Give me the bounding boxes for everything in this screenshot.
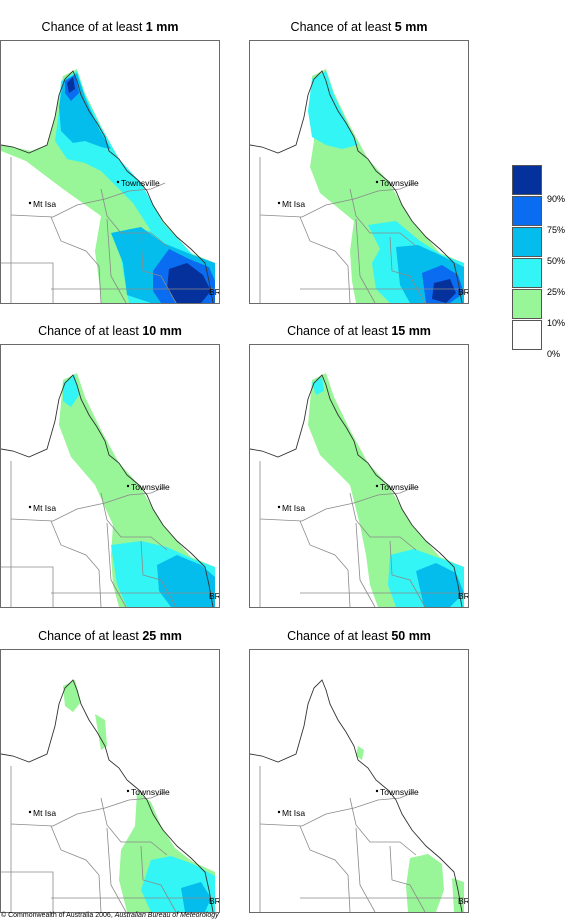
coastline — [1, 679, 214, 912]
coastline — [1, 70, 214, 303]
rain-shading — [59, 373, 215, 607]
rainfall-probability-map: Townsville Mt Isa BRIS — [0, 649, 220, 913]
legend-label-90: 90% — [547, 194, 566, 204]
mt-isa-label: Mt Isa — [33, 808, 56, 818]
rain-shading — [1, 69, 215, 303]
probability-legend: 90% 75% 50% 25% 10% 0% — [512, 165, 570, 359]
rainfall-probability-map: Townsville Mt Isa BRIS — [0, 40, 220, 304]
rainfall-probability-map: Townsville Mt Isa BRIS — [0, 344, 220, 608]
townsville-label: Townsville — [380, 787, 419, 797]
panel-title: Chance of at least 1 mm — [41, 20, 179, 34]
brisbane-label: BRIS — [458, 287, 468, 297]
legend-swatch-25 — [512, 258, 542, 288]
region-boundaries — [259, 157, 464, 303]
rainfall-probability-map: Townsville Mt Isa BRIS — [249, 649, 469, 913]
legend-swatch-90 — [512, 165, 542, 195]
legend-label-10: 10% — [547, 318, 566, 328]
mt-isa-label: Mt Isa — [33, 503, 56, 513]
panel-title: Chance of at least 5 mm — [290, 20, 428, 34]
legend-label-0: 0% — [547, 349, 561, 359]
townsville-label: Townsville — [121, 178, 160, 188]
brisbane-label: BRIS — [209, 591, 219, 601]
rainfall-probability-map: Townsville Mt Isa BRIS — [249, 344, 469, 608]
copyright-notice: © Commonwealth of Australia 2006, Austra… — [1, 912, 219, 919]
townsville-label: Townsville — [380, 178, 419, 188]
legend-label-50: 50% — [547, 256, 566, 266]
brisbane-label: BRIS — [458, 896, 468, 906]
region-boundaries — [1, 461, 215, 607]
coastline — [250, 679, 463, 912]
region-boundaries — [259, 766, 464, 912]
legend-swatch-0 — [512, 320, 542, 350]
brisbane-label: BRIS — [209, 287, 219, 297]
rain-shading — [308, 373, 464, 607]
coastline — [1, 374, 214, 607]
rain-shading — [356, 746, 464, 912]
townsville-label: Townsville — [380, 482, 419, 492]
legend-label-75: 75% — [547, 225, 566, 235]
mt-isa-label: Mt Isa — [282, 808, 305, 818]
brisbane-label: BRIS — [458, 591, 468, 601]
coastline — [250, 374, 463, 607]
panel-title: Chance of at least 25 mm — [38, 629, 182, 643]
townsville-label: Townsville — [131, 787, 170, 797]
legend-label-25: 25% — [547, 287, 566, 297]
legend-swatch-75 — [512, 196, 542, 226]
mt-isa-label: Mt Isa — [282, 199, 305, 209]
region-boundaries — [1, 157, 215, 303]
mt-isa-label: Mt Isa — [282, 503, 305, 513]
mt-isa-label: Mt Isa — [33, 199, 56, 209]
townsville-label: Townsville — [131, 482, 170, 492]
region-boundaries — [259, 461, 464, 607]
brisbane-label: BRIS — [209, 896, 219, 906]
legend-swatch-50 — [512, 227, 542, 257]
panel-title: Chance of at least 50 mm — [287, 629, 431, 643]
legend-swatch-10 — [512, 289, 542, 319]
rainfall-probability-map: Townsville Mt Isa BRIS — [249, 40, 469, 304]
panel-title: Chance of at least 15 mm — [287, 324, 431, 338]
region-boundaries — [1, 766, 215, 912]
panel-title: Chance of at least 10 mm — [38, 324, 182, 338]
coastline — [250, 70, 463, 303]
